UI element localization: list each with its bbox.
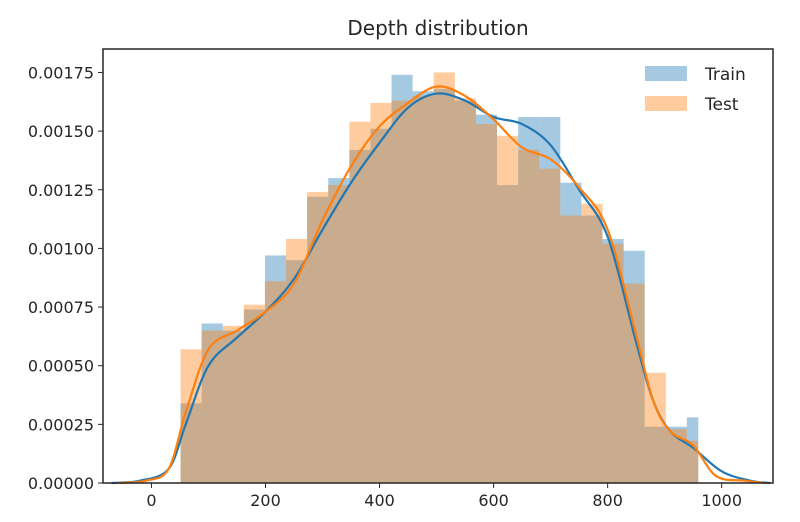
x-tick-label: 1000 bbox=[701, 491, 742, 510]
hist-bar-test bbox=[644, 372, 666, 483]
hist-bar-test bbox=[665, 429, 687, 483]
y-tick-label: 0.00025 bbox=[28, 415, 94, 434]
hist-bar-train bbox=[581, 215, 603, 483]
hist-bar-train bbox=[539, 117, 561, 483]
legend-label-train: Train bbox=[704, 65, 746, 85]
hist-bar-test bbox=[475, 124, 498, 484]
histogram-test bbox=[180, 72, 699, 484]
x-tick-label: 200 bbox=[250, 491, 281, 510]
y-tick-label: 0.00100 bbox=[28, 239, 94, 258]
hist-bar-train bbox=[475, 114, 498, 483]
hist-bar-train bbox=[349, 149, 371, 483]
hist-bar-test bbox=[307, 192, 329, 483]
y-tick-label: 0.00125 bbox=[28, 181, 94, 200]
hist-bar-train bbox=[222, 330, 244, 483]
hist-bar-test bbox=[243, 304, 265, 483]
x-tick-label: 0 bbox=[146, 491, 156, 510]
hist-bar-train bbox=[286, 260, 308, 483]
hist-bar-test bbox=[581, 203, 603, 483]
chart-title: Depth distribution bbox=[347, 16, 528, 40]
y-tick-label: 0.00175 bbox=[28, 63, 94, 82]
hist-bar-train bbox=[243, 309, 265, 483]
hist-bar-train bbox=[391, 74, 413, 483]
hist-bar-train bbox=[412, 91, 434, 484]
hist-bar-test bbox=[286, 239, 308, 483]
hist-bar-test bbox=[433, 72, 455, 483]
y-tick-label: 0.00000 bbox=[28, 474, 94, 493]
legend-label-test: Test bbox=[704, 95, 739, 115]
hist-bar-test bbox=[686, 440, 699, 483]
plot-area bbox=[111, 72, 771, 485]
hist-bar-train bbox=[264, 255, 287, 483]
hist-bar-test bbox=[602, 243, 624, 483]
hist-bar-test bbox=[497, 135, 519, 484]
y-tick-label: 0.00050 bbox=[28, 357, 94, 376]
hist-bar-test bbox=[412, 95, 434, 484]
hist-bar-test bbox=[560, 215, 582, 483]
y-tick-label: 0.00150 bbox=[28, 122, 94, 141]
hist-bar-test bbox=[518, 149, 540, 483]
legend-swatch-train bbox=[645, 66, 687, 81]
hist-bar-test bbox=[264, 281, 287, 483]
hist-bar-train bbox=[686, 417, 699, 483]
hist-bar-test bbox=[391, 100, 413, 483]
hist-bar-test bbox=[623, 283, 645, 483]
kde-line-test bbox=[117, 85, 765, 485]
hist-bar-test bbox=[180, 349, 202, 483]
hist-bar-train bbox=[602, 239, 624, 483]
hist-bar-train bbox=[328, 178, 350, 483]
hist-bar-test bbox=[349, 121, 371, 483]
hist-bar-train bbox=[497, 185, 519, 483]
hist-bar-test bbox=[539, 168, 561, 483]
hist-bar-train bbox=[518, 117, 540, 483]
x-tick-label: 800 bbox=[592, 491, 623, 510]
hist-bar-test bbox=[454, 98, 476, 483]
y-tick-label: 0.00075 bbox=[28, 298, 94, 317]
hist-bar-test bbox=[222, 325, 244, 483]
hist-bar-train bbox=[454, 100, 476, 483]
hist-bar-test bbox=[328, 185, 350, 483]
hist-bar-train bbox=[560, 182, 582, 483]
x-axis-ticks: 0 200 400 600 800 1000 bbox=[146, 483, 742, 510]
x-tick-label: 400 bbox=[364, 491, 395, 510]
plot-frame bbox=[102, 48, 774, 484]
hist-bar-train bbox=[307, 196, 329, 483]
legend: Train Test bbox=[645, 65, 746, 115]
hist-bar-train bbox=[433, 88, 455, 484]
hist-bar-train bbox=[370, 128, 392, 484]
hist-bar-test bbox=[370, 102, 392, 483]
legend-swatch-test bbox=[645, 96, 687, 111]
histogram-train bbox=[180, 74, 699, 484]
hist-bar-train bbox=[201, 323, 223, 483]
y-axis-ticks: 0.00000 0.00025 0.00050 0.00075 0.00100 0.001… bbox=[28, 63, 103, 493]
hist-bar-train bbox=[644, 426, 666, 483]
x-tick-label: 600 bbox=[478, 491, 509, 510]
